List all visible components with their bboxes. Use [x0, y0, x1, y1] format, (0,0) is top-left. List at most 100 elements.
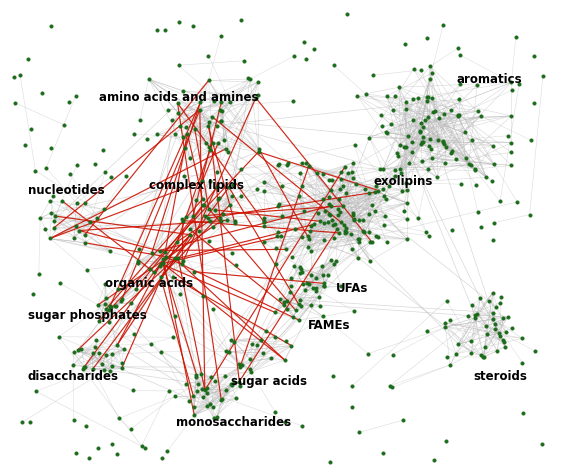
Point [199, 201, 208, 209]
Point [379, 449, 388, 456]
Point [337, 175, 346, 183]
Point [467, 137, 476, 144]
Point [198, 178, 207, 185]
Point [500, 338, 509, 346]
Point [288, 98, 297, 105]
Point [336, 169, 345, 176]
Point [319, 171, 328, 178]
Text: disaccharides: disaccharides [27, 370, 118, 383]
Point [454, 111, 463, 118]
Point [339, 221, 348, 228]
Point [152, 130, 161, 138]
Point [529, 99, 538, 107]
Point [398, 187, 407, 194]
Point [482, 322, 491, 330]
Point [417, 138, 426, 146]
Point [434, 137, 443, 144]
Point [399, 207, 408, 215]
Point [254, 91, 263, 99]
Point [295, 192, 304, 200]
Point [174, 18, 183, 26]
Point [190, 411, 199, 419]
Point [176, 122, 185, 130]
Point [215, 194, 224, 202]
Point [289, 262, 298, 270]
Point [259, 349, 268, 357]
Point [31, 167, 40, 174]
Point [212, 413, 221, 420]
Point [68, 361, 77, 369]
Point [228, 181, 237, 189]
Point [365, 238, 374, 246]
Point [194, 380, 203, 387]
Point [274, 160, 283, 168]
Point [66, 171, 75, 178]
Point [341, 163, 350, 170]
Point [94, 444, 103, 451]
Point [371, 182, 380, 190]
Point [205, 217, 214, 225]
Point [203, 402, 211, 410]
Point [93, 301, 102, 309]
Point [511, 33, 520, 40]
Point [160, 26, 169, 34]
Point [130, 130, 139, 138]
Point [327, 256, 335, 264]
Point [319, 236, 328, 243]
Point [99, 146, 108, 154]
Point [164, 387, 173, 395]
Point [104, 307, 113, 314]
Point [283, 161, 292, 169]
Point [501, 328, 510, 336]
Point [479, 353, 488, 361]
Point [376, 111, 385, 119]
Point [237, 192, 246, 200]
Point [100, 168, 109, 176]
Point [425, 135, 434, 143]
Point [282, 337, 291, 345]
Point [91, 343, 100, 351]
Point [204, 52, 213, 59]
Point [107, 363, 116, 370]
Point [470, 165, 479, 173]
Point [271, 309, 280, 316]
Point [206, 374, 215, 381]
Point [306, 301, 315, 309]
Point [284, 159, 293, 166]
Point [353, 92, 362, 100]
Point [80, 363, 89, 370]
Point [493, 347, 502, 355]
Point [204, 214, 213, 222]
Point [34, 270, 43, 277]
Point [283, 297, 292, 305]
Point [315, 218, 324, 225]
Point [329, 62, 338, 69]
Point [173, 109, 182, 116]
Point [204, 77, 213, 84]
Point [221, 347, 230, 355]
Point [325, 176, 334, 183]
Point [144, 75, 153, 83]
Point [199, 292, 208, 300]
Point [86, 219, 95, 226]
Point [182, 124, 191, 131]
Point [333, 226, 342, 233]
Point [407, 138, 416, 146]
Text: sugar acids: sugar acids [231, 374, 307, 388]
Point [171, 313, 180, 320]
Point [102, 294, 111, 302]
Point [446, 317, 455, 324]
Point [204, 205, 213, 212]
Point [302, 159, 311, 166]
Point [208, 224, 217, 231]
Point [69, 417, 78, 424]
Point [461, 128, 470, 136]
Point [482, 173, 491, 181]
Point [190, 268, 199, 275]
Point [260, 188, 269, 195]
Point [329, 261, 338, 268]
Point [279, 299, 288, 306]
Point [354, 235, 363, 243]
Point [216, 218, 225, 225]
Point [178, 217, 187, 224]
